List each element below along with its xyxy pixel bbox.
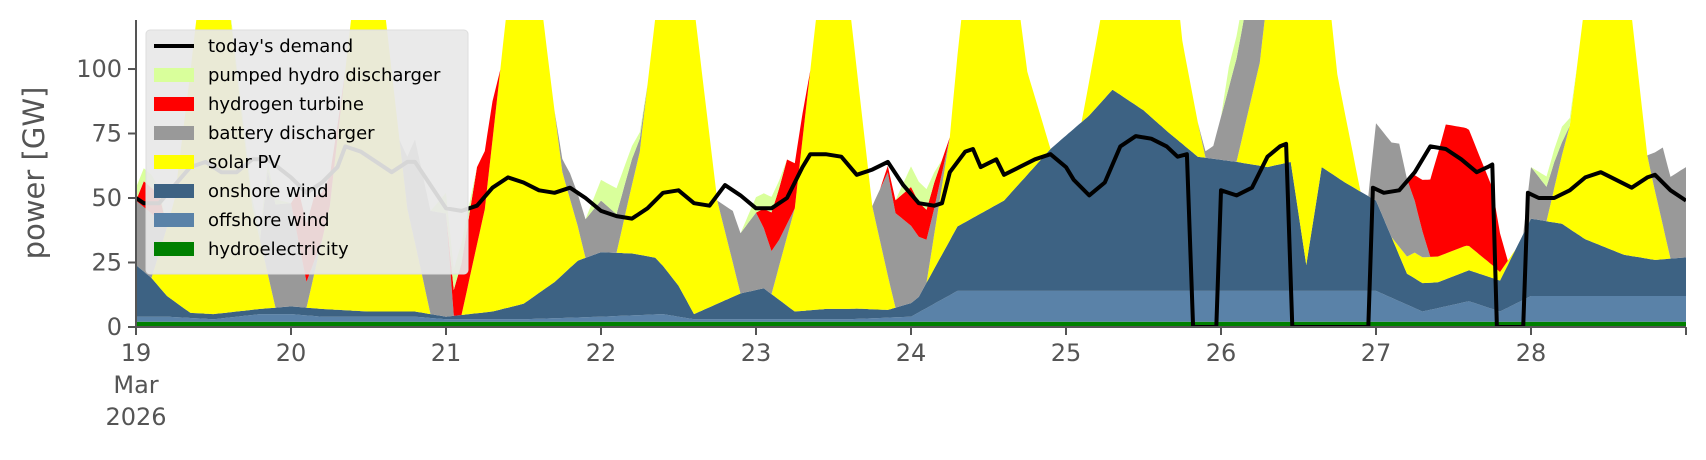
legend-label-offshore-wind: offshore wind	[208, 210, 330, 231]
x-tick-label: 27	[1361, 339, 1392, 367]
x-tick-label: 19	[121, 339, 152, 367]
legend-swatch-onshore-wind	[154, 184, 194, 198]
legend-swatch-hydroelectricity	[154, 242, 194, 256]
legend-label-today-s-demand: today's demand	[208, 36, 353, 57]
legend-box	[145, 29, 469, 275]
x-tick-label: 23	[741, 339, 772, 367]
x-tick-label: 21	[431, 339, 462, 367]
x-tick-year-label: 2026	[105, 403, 166, 431]
y-axis-label: power [GW]	[17, 87, 51, 260]
legend-label-battery-discharger: battery discharger	[208, 123, 375, 144]
axes: 0 25 50 75 100 19 Mar 2026 20 21 22 23 24 25 26 27 28	[76, 20, 1687, 431]
x-tick-label: 28	[1516, 339, 1547, 367]
stacked-areas	[136, 20, 1686, 327]
legend-label-hydrogen-turbine: hydrogen turbine	[208, 94, 364, 115]
x-tick-label: 24	[896, 339, 927, 367]
area-solar-pv	[136, 20, 1686, 317]
y-tick-label: 25	[91, 249, 122, 277]
legend-swatch-battery-discharger	[154, 126, 194, 140]
legend-label-pumped-hydro-discharger: pumped hydro discharger	[208, 65, 441, 86]
area-battery-discharger	[136, 20, 1686, 317]
legend-swatch-hydrogen-turbine	[154, 97, 194, 111]
x-tick-label: 26	[1206, 339, 1237, 367]
x-tick-label: 25	[1051, 339, 1082, 367]
area-offshore-wind	[136, 290, 1686, 322]
legend-label-solar-pv: solar PV	[208, 152, 281, 173]
y-tick-label: 0	[107, 313, 122, 341]
y-tick-label: 75	[91, 120, 122, 148]
x-tick-label: 22	[586, 339, 617, 367]
legend-swatch-offshore-wind	[154, 213, 194, 227]
legend-swatch-pumped-hydro-discharger	[154, 68, 194, 82]
legend: today's demand pumped hydro discharger hyd…	[145, 29, 469, 275]
legend-label-hydroelectricity: hydroelectricity	[208, 239, 349, 260]
y-tick-label: 100	[76, 55, 122, 83]
legend-label-onshore-wind: onshore wind	[208, 181, 329, 202]
x-tick-label: 20	[276, 339, 307, 367]
y-tick-label: 50	[91, 184, 122, 212]
area-onshore-wind	[136, 89, 1686, 320]
legend-swatch-solar-pv	[154, 155, 194, 169]
x-tick-month-label: Mar	[113, 371, 158, 399]
